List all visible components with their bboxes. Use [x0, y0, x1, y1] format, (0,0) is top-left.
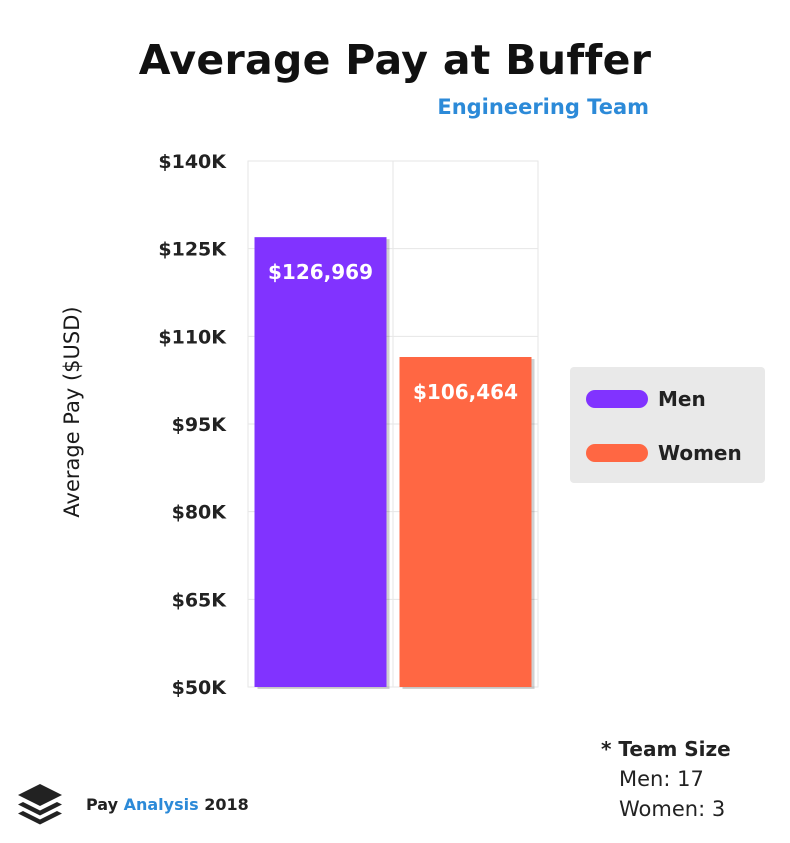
brand-label: Pay Analysis 2018	[86, 795, 249, 814]
y-tick-label: $125K	[158, 239, 227, 261]
bar-men	[254, 237, 387, 688]
legend-item-women: Women	[586, 441, 742, 465]
y-tick-label: $80K	[172, 502, 228, 524]
brand-suffix: 2018	[204, 794, 249, 814]
bar-women	[399, 356, 532, 687]
legend-label-men: Men	[658, 387, 706, 411]
legend: Men Women	[570, 367, 765, 483]
buffer-stack-icon	[18, 784, 62, 825]
bar-value-label: $106,464	[413, 380, 518, 404]
y-tick-label: $65K	[172, 589, 228, 611]
brand-prefix: Pay	[86, 794, 119, 814]
brand-footer: Pay Analysis 2018	[14, 778, 249, 830]
legend-swatch-women	[586, 444, 648, 462]
bar-value-labels: $126,969 $106,464	[268, 260, 518, 404]
team-size-title: * Team Size	[601, 737, 731, 761]
bars	[254, 237, 535, 690]
y-tick-label: $50K	[172, 677, 228, 699]
legend-label-women: Women	[658, 441, 742, 465]
chart-subtitle: Engineering Team	[437, 95, 649, 119]
team-size-women: Women: 3	[619, 797, 726, 821]
chart-title: Average Pay at Buffer	[138, 36, 652, 84]
y-tick-label: $110K	[158, 326, 227, 348]
legend-item-men: Men	[586, 387, 706, 411]
y-axis-ticks: $50K $65K $80K $95K $110K $125K $140K	[158, 151, 227, 699]
bar-value-label: $126,969	[268, 260, 373, 284]
team-size-note: * Team Size Men: 17 Women: 3	[601, 737, 731, 821]
y-tick-label: $95K	[172, 414, 228, 436]
team-size-men: Men: 17	[619, 767, 704, 791]
brand-accent: Analysis	[123, 794, 199, 814]
legend-swatch-men	[586, 390, 648, 408]
y-axis-label: Average Pay ($USD)	[60, 306, 84, 517]
y-tick-label: $140K	[158, 151, 227, 173]
